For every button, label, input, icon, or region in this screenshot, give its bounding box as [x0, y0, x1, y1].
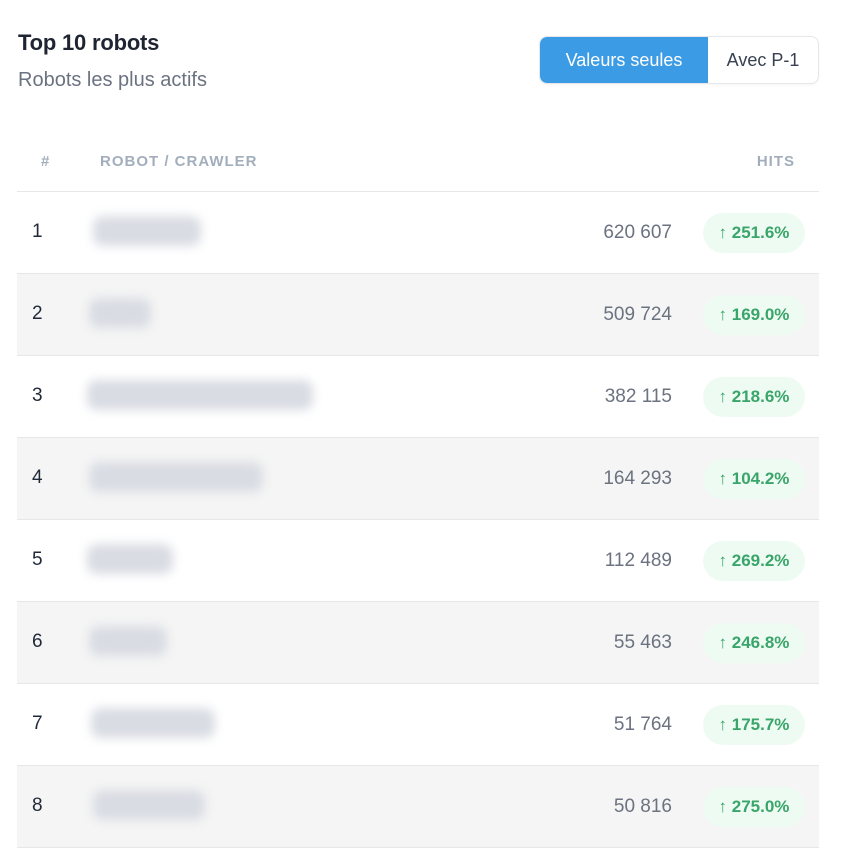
row-hits: 620 607 — [603, 222, 672, 243]
robot-name-redacted — [87, 544, 173, 574]
robot-name-redacted — [89, 626, 167, 656]
row-hits: 112 489 — [604, 550, 672, 571]
row-rank: 3 — [32, 385, 43, 406]
row-hits: 50 816 — [613, 796, 672, 817]
card-subtitle: Robots les plus actifs — [18, 69, 207, 91]
table-row[interactable]: 5 112 489 ↑ 269.2% — [17, 520, 819, 602]
with-p1-button[interactable]: Avec P-1 — [726, 49, 800, 70]
change-badge: ↑ 269.2% — [703, 541, 805, 581]
table-row[interactable]: 7 51 764 ↑ 175.7% — [17, 684, 819, 766]
change-badge: ↑ 169.0% — [703, 295, 805, 335]
row-rank: 8 — [32, 795, 43, 816]
change-badge: ↑ 275.0% — [703, 787, 805, 827]
table-row[interactable]: 2 509 724 ↑ 169.0% — [17, 274, 819, 356]
change-badge: ↑ 218.6% — [703, 377, 805, 417]
column-header-rank[interactable]: # — [41, 153, 51, 170]
row-rank: 7 — [32, 713, 43, 734]
table-header: # ROBOT / CRAWLER HITS — [17, 130, 819, 192]
row-hits: 55 463 — [613, 632, 672, 653]
values-only-button[interactable]: Valeurs seules — [540, 37, 708, 83]
table-body: 1 620 607 ↑ 251.6% 2 509 724 ↑ 169.0% 3 … — [17, 192, 819, 848]
robot-name-redacted — [89, 462, 263, 492]
change-badge: ↑ 246.8% — [703, 623, 805, 663]
row-hits: 51 764 — [613, 714, 672, 735]
robot-name-redacted — [89, 298, 151, 328]
table-row[interactable]: 4 164 293 ↑ 104.2% — [17, 438, 819, 520]
row-hits: 164 293 — [603, 468, 672, 489]
column-header-hits[interactable]: HITS — [756, 153, 795, 170]
table-row[interactable]: 3 382 115 ↑ 218.6% — [17, 356, 819, 438]
robot-name-redacted — [91, 708, 215, 738]
table-row[interactable]: 1 620 607 ↑ 251.6% — [17, 192, 819, 274]
robot-name-redacted — [93, 790, 205, 820]
change-badge: ↑ 251.6% — [703, 213, 805, 253]
column-header-robot[interactable]: ROBOT / CRAWLER — [100, 153, 258, 170]
robot-name-redacted — [87, 380, 313, 410]
row-hits: 382 115 — [604, 386, 672, 407]
row-rank: 6 — [32, 631, 43, 652]
row-rank: 5 — [32, 549, 43, 570]
view-toggle: Valeurs seules Avec P-1 — [539, 36, 819, 84]
top-robots-card: Top 10 robots Robots les plus actifs Val… — [17, 0, 819, 859]
change-badge: ↑ 175.7% — [703, 705, 805, 745]
card-title: Top 10 robots — [18, 30, 160, 55]
robot-name-redacted — [93, 216, 201, 246]
table-row[interactable]: 8 50 816 ↑ 275.0% — [17, 766, 819, 848]
row-rank: 4 — [32, 467, 43, 488]
table-row[interactable]: 6 55 463 ↑ 246.8% — [17, 602, 819, 684]
row-hits: 509 724 — [603, 304, 672, 325]
change-badge: ↑ 104.2% — [703, 459, 805, 499]
row-rank: 2 — [32, 303, 43, 324]
row-rank: 1 — [32, 221, 43, 242]
